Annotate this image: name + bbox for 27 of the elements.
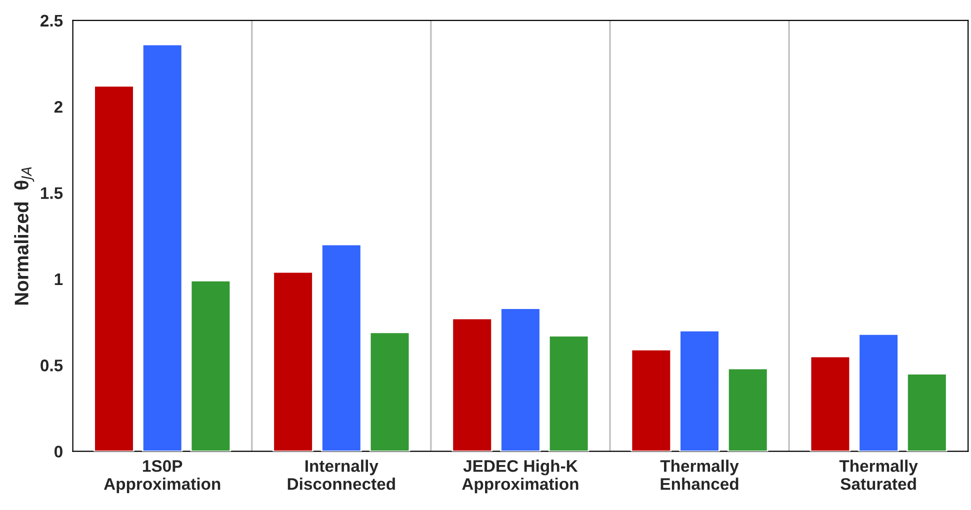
y-tick-label: 1.5 (40, 187, 63, 199)
y-tick-label: 2.5 (40, 14, 63, 27)
bar (190, 280, 232, 452)
bar (500, 308, 541, 452)
x-tick-label: Internally Disconnected (288, 460, 395, 490)
x-tick-label: Thermally Enhanced (660, 460, 739, 490)
bar (452, 318, 493, 452)
y-tick-label: 2 (54, 100, 62, 113)
bar (94, 85, 134, 452)
bar (810, 356, 851, 452)
bar (727, 368, 768, 452)
x-tick-label: JEDEC High-K Approximation (462, 460, 578, 494)
x-tick-label: 1S0P Approximation (104, 460, 220, 494)
bar (906, 373, 948, 452)
bar (679, 330, 720, 452)
bar (142, 44, 183, 452)
bar (321, 244, 362, 452)
y-axis-title: Normalized θ$_{JA}$ (14, 167, 34, 305)
y-tick-label: 0.5 (40, 360, 63, 372)
y-tick-label: 0 (54, 446, 62, 458)
bar (630, 348, 672, 452)
bar (272, 271, 314, 452)
bar (858, 333, 899, 452)
x-tick-label: Thermally Saturated (839, 460, 918, 490)
bar (548, 335, 590, 452)
y-tick-label: 1 (54, 274, 63, 286)
bar (369, 332, 410, 452)
